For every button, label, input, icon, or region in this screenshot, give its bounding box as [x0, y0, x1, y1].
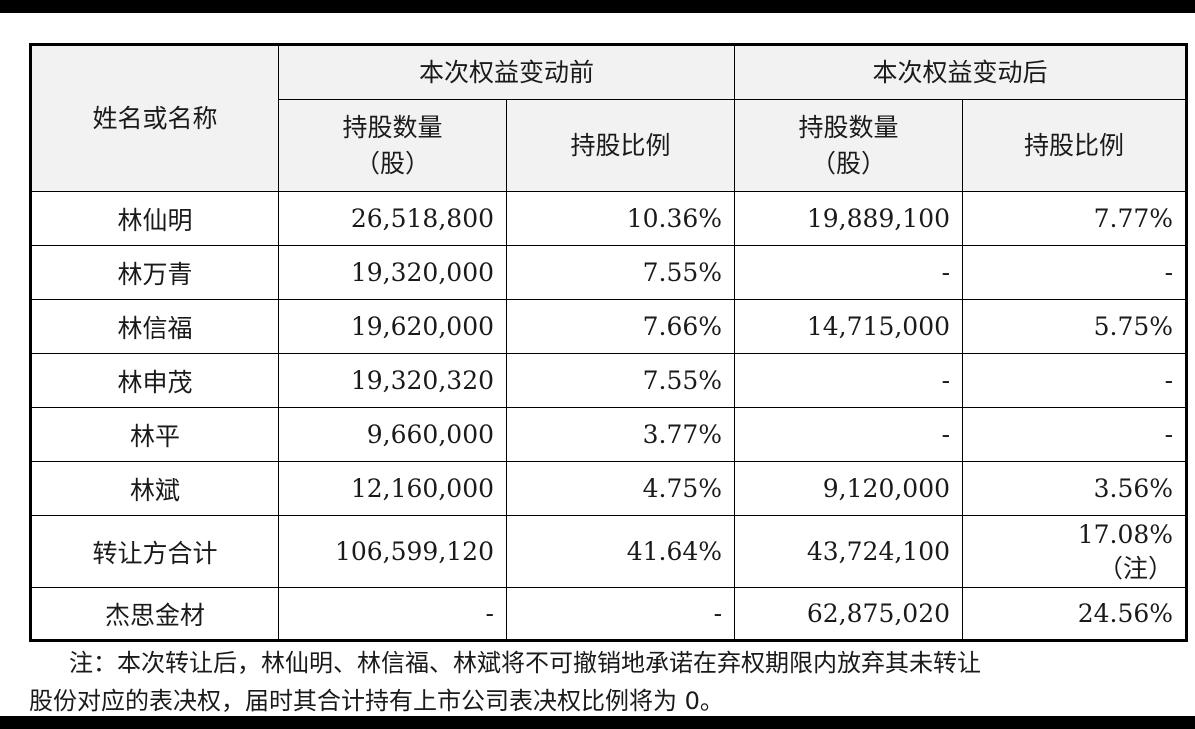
header-before-shares: 持股数量 （股）: [278, 99, 507, 192]
buyer-row: 杰思金材 - - 62,875,020 24.56%: [30, 587, 1188, 641]
buyer-name: 杰思金材: [30, 587, 279, 641]
before-ratio: 3.77%: [505, 407, 736, 462]
table-row: 林平 9,660,000 3.77% - -: [30, 407, 1188, 462]
header-shares-line2: （股）: [811, 148, 887, 178]
buyer-before-ratio: -: [505, 587, 736, 641]
holder-name: 林斌: [30, 461, 279, 516]
after-shares: -: [734, 245, 964, 300]
before-shares: 26,518,800: [278, 191, 507, 246]
header-after-ratio: 持股比例: [962, 99, 1188, 192]
header-after-shares: 持股数量 （股）: [734, 99, 964, 192]
before-ratio: 7.55%: [505, 245, 736, 300]
subtotal-before-shares: 106,599,120: [278, 515, 507, 588]
subtotal-after-ratio-value: 17.08%: [1077, 519, 1174, 549]
bottom-black-bar: [0, 716, 1195, 729]
shareholding-table: 姓名或名称 本次权益变动前 本次权益变动后 持股数量 （股） 持股比例 持股数量…: [29, 43, 1189, 642]
before-shares: 19,320,320: [278, 353, 507, 408]
after-ratio: -: [962, 407, 1188, 462]
table-row: 林万青 19,320,000 7.55% - -: [30, 245, 1188, 300]
before-ratio: 7.55%: [505, 353, 736, 408]
after-shares: 19,889,100: [734, 191, 964, 246]
footnote: 注：本次转让后，林仙明、林信福、林斌将不可撤销地承诺在弃权期限内放弃其未转让 股…: [29, 644, 1189, 720]
footnote-line-1: 注：本次转让后，林仙明、林信福、林斌将不可撤销地承诺在弃权期限内放弃其未转让: [69, 649, 981, 677]
header-before-ratio: 持股比例: [505, 99, 736, 192]
holder-name: 林信福: [30, 299, 279, 354]
subtotal-before-ratio: 41.64%: [505, 515, 736, 588]
before-shares: 9,660,000: [278, 407, 507, 462]
before-ratio: 10.36%: [505, 191, 736, 246]
subtotal-name: 转让方合计: [30, 515, 279, 588]
holder-name: 林申茂: [30, 353, 279, 408]
header-before-change: 本次权益变动前: [277, 44, 736, 100]
subtotal-after-shares: 43,724,100: [734, 515, 964, 588]
holder-name: 林万青: [30, 245, 279, 300]
buyer-after-ratio: 24.56%: [962, 587, 1188, 641]
header-after-change: 本次权益变动后: [734, 44, 1188, 100]
before-shares: 19,620,000: [278, 299, 507, 354]
holder-name: 林平: [30, 407, 279, 462]
before-shares: 12,160,000: [278, 461, 507, 516]
header-row-groups: 姓名或名称 本次权益变动前 本次权益变动后: [30, 44, 1188, 192]
after-ratio: 7.77%: [962, 191, 1188, 246]
before-ratio: 7.66%: [505, 299, 736, 354]
top-black-bar: [0, 0, 1195, 13]
after-ratio: -: [962, 353, 1188, 408]
after-ratio: 3.56%: [962, 461, 1188, 516]
buyer-before-shares: -: [278, 587, 507, 641]
after-shares: 9,120,000: [734, 461, 964, 516]
footnote-line-2: 股份对应的表决权，届时其合计持有上市公司表决权比例将为 0。: [29, 687, 724, 715]
after-shares: -: [734, 407, 964, 462]
header-shares-line2: （股）: [354, 148, 430, 178]
after-ratio: 5.75%: [962, 299, 1188, 354]
holder-name: 林仙明: [30, 191, 279, 246]
subtotal-row: 转让方合计 106,599,120 41.64% 43,724,100 17.0…: [30, 515, 1188, 588]
before-ratio: 4.75%: [505, 461, 736, 516]
header-row-columns: 持股数量 （股） 持股比例 持股数量 （股） 持股比例: [31, 99, 1188, 192]
header-shares-line1: 持股数量: [342, 112, 443, 142]
header-shares-line1: 持股数量: [798, 112, 899, 142]
before-shares: 19,320,000: [278, 245, 507, 300]
after-shares: 14,715,000: [734, 299, 964, 354]
table-row: 林斌 12,160,000 4.75% 9,120,000 3.56%: [30, 461, 1188, 516]
header-name: 姓名或名称: [30, 44, 279, 192]
subtotal-note-marker: （注）: [1098, 553, 1174, 583]
after-shares: -: [734, 353, 964, 408]
subtotal-after-ratio: 17.08% （注）: [962, 515, 1188, 588]
after-ratio: -: [962, 245, 1188, 300]
table-row: 林申茂 19,320,320 7.55% - -: [30, 353, 1188, 408]
table-row: 林仙明 26,518,800 10.36% 19,889,100 7.77%: [30, 191, 1188, 246]
table-row: 林信福 19,620,000 7.66% 14,715,000 5.75%: [30, 299, 1188, 354]
buyer-after-shares: 62,875,020: [734, 587, 964, 641]
